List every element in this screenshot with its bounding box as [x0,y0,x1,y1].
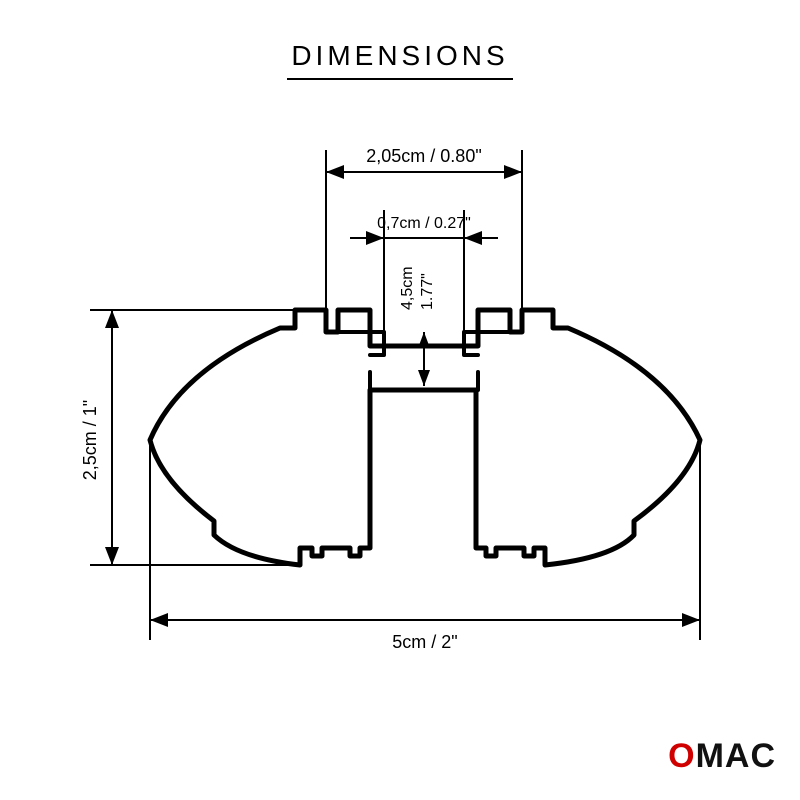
dim-top-inner-label: 0,7cm / 0.27" [377,215,471,232]
dim-depth-label-cm: 4,5cm [399,266,416,310]
dim-width-label: 5cm / 2" [392,632,457,652]
dim-top-outer-label: 2,05cm / 0.80" [366,146,481,166]
dimension-drawing: 5cm / 2" 2,5cm / 1" 2,05cm / 0.80" 0,7cm… [0,0,800,800]
brand-logo: OMAC [668,737,776,776]
logo-rest: MAC [696,737,776,775]
dim-depth-label-in: 1.77" [419,273,436,310]
dim-height-label: 2,5cm / 1" [80,400,100,480]
logo-o: O [668,737,695,775]
